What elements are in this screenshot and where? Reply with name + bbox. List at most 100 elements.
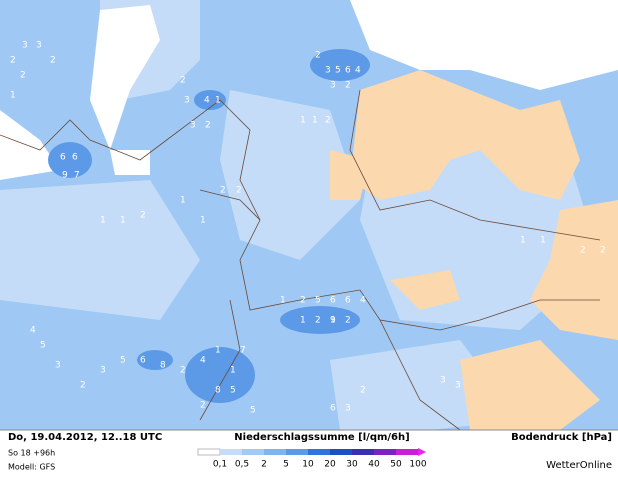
precip-value: 3 [325,66,331,76]
precip-value: 5 [120,356,126,366]
precip-value: 5 [230,386,236,396]
legend-swatch [220,449,242,455]
heavy-precip [48,49,370,403]
precip-value: 6 [140,356,146,366]
precip-value: 1 [300,316,306,326]
precip-value: 1 [300,116,306,126]
precip-value: 2 [180,366,186,376]
precip-value: 7 [240,346,246,356]
precip-value: 2 [180,76,186,86]
precip-value: 1 [200,216,206,226]
precip-value: 3 [100,366,106,376]
legend: 0,1 0,5 2 5 10 20 30 40 50 100 [197,448,427,470]
precip-value: 1 [540,236,546,246]
legend-swatch [197,448,221,456]
precip-value: 6 [72,153,78,163]
precip-value: 3 [55,361,61,371]
precip-value: 1 [312,116,318,126]
precip-value: 8 [160,361,166,371]
precip-value: 4 [30,326,36,336]
precip-value: 2 [50,56,56,66]
precip-value: 1 [120,216,126,226]
legend-label: 50 [390,460,402,470]
precip-value: 1 [180,196,186,206]
borders [0,89,601,431]
precip-value: 2 [200,401,206,411]
precip-value: 2 [345,81,351,91]
legend-label: 30 [346,460,358,470]
precip-value: 6 [345,66,351,76]
legend-label: 10 [302,460,314,470]
precip-value: 5 [315,296,321,306]
date-text: Do, 19.04.2012, 12..18 UTC [8,432,162,443]
legend-swatch [396,449,418,455]
run-text: So 18 +96h [8,449,55,458]
precip-value: 1 [230,366,236,376]
legend-label: 20 [324,460,336,470]
precip-value: 1 [330,316,336,326]
precip-value: 2 [600,246,606,256]
precip-value: 1 [100,216,106,226]
pressure-title: Bodendruck [hPa] [511,432,612,443]
precip-value: 9 [62,171,68,181]
legend-swatch [374,449,396,455]
precip-value: 4 [360,296,366,306]
legend-label: 0,5 [235,460,249,470]
precip-value: 1 [280,296,286,306]
precip-value: 2 [325,116,331,126]
precip-value: 3 [22,41,28,51]
precip-value: 2 [580,246,586,256]
model-text: Modell: GFS [8,463,55,472]
legend-label: 100 [409,460,426,470]
precip-value: 2 [236,186,242,196]
precip-value: 3 [440,376,446,386]
legend-label: 2 [261,460,267,470]
legend-label: 40 [368,460,380,470]
precip-value: 2 [205,121,211,131]
precip-value: 1 [10,91,16,101]
legend-swatch [264,449,286,455]
precip-value: 3 [345,404,351,414]
land-no-precip [330,70,618,430]
precip-value: 2 [345,316,351,326]
precip-value: 6 [60,153,66,163]
brand: WetterOnline [546,460,612,471]
precip-value: 2 [315,51,321,61]
precip-value: 1 [215,346,221,356]
precip-value: 1 [215,96,221,106]
legend-title: Niederschlagssumme [l/qm/6h] [234,432,409,443]
legend-swatch [286,449,308,455]
precip-value: 8 [215,386,221,396]
precip-value: 1 [520,236,526,246]
precip-value: 6 [330,296,336,306]
precip-value: 9 [330,316,336,326]
precip-value: 5 [250,406,256,416]
precip-value: 4 [355,66,361,76]
precip-value: 4 [204,96,210,106]
precip-value: 5 [40,341,46,351]
sea-no-precip [0,0,618,180]
precip-value: 3 [190,121,196,131]
precip-value: 6 [330,404,336,414]
legend-label: 0,1 [213,460,227,470]
precip-value: 7 [74,171,80,181]
precip-value: 3 [330,81,336,91]
precip-value: 4 [200,356,206,366]
precip-value: 2 [20,71,26,81]
precip-value: 2 [315,316,321,326]
legend-label: 5 [283,460,289,470]
precip-value: 3 [184,96,190,106]
precip-value: 2 [80,381,86,391]
precip-value: 2 [140,211,146,221]
precip-value: 2 [220,186,226,196]
legend-swatch [330,449,352,455]
precip-value: 6 [345,296,351,306]
legend-arrow [418,448,426,456]
precip-value: 2 [360,386,366,396]
legend-swatch [352,449,374,455]
precip-value: 3 [36,41,42,51]
precip-value: 5 [335,66,341,76]
precip-value: 3 [455,381,461,391]
precip-value: 2 [10,56,16,66]
